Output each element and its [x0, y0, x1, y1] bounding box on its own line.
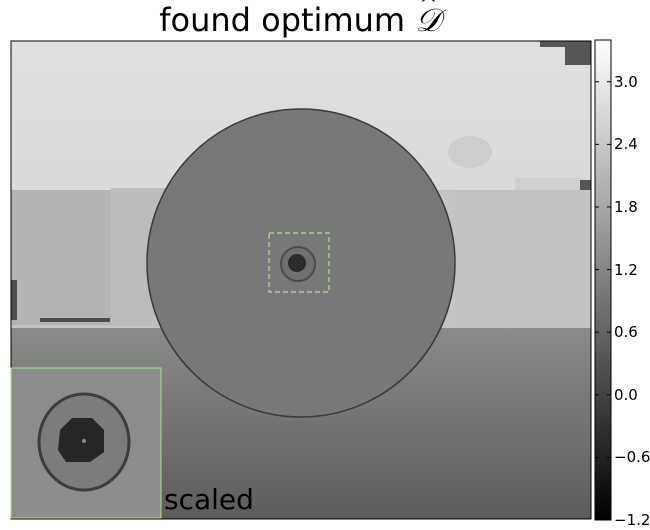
inset-border	[10, 367, 162, 519]
zoom-inset	[11, 368, 161, 518]
plot-frame	[10, 40, 592, 520]
selection-box	[268, 232, 330, 293]
colorbar-tick-label: 0.6	[614, 323, 638, 342]
plot-title: found optimum 𝒟	[0, 0, 600, 40]
colorbar-tick-label: 3.0	[614, 72, 638, 91]
title-symbol: 𝒟	[415, 0, 441, 40]
colorbar-tick-label: −1.2	[614, 511, 650, 529]
colorbar-tick-label: 1.2	[614, 260, 638, 279]
colorbar-tick-label: −0.6	[614, 448, 650, 467]
colorbar-tick-label: 1.8	[614, 197, 638, 216]
inset-label: scaled	[164, 483, 254, 516]
title-text: found optimum	[159, 1, 416, 39]
colorbar-tick-label: 2.4	[614, 135, 638, 154]
colorbar-tick-label: 0.0	[614, 385, 638, 404]
